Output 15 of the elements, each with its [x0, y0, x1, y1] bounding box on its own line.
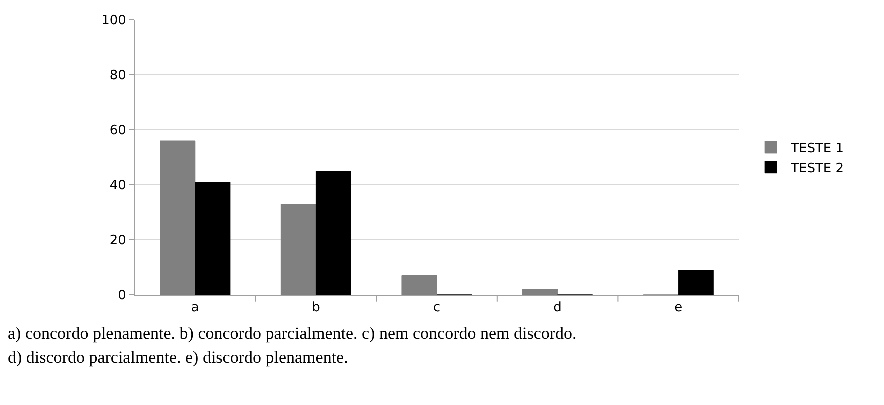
- text: d) discordo parcialmente. e) discordo plenamente.: [8, 347, 350, 369]
- legend-label: TESTE 1: [790, 142, 844, 157]
- y-tick-label: 40: [110, 178, 126, 194]
- x-tick-label: b: [312, 300, 320, 316]
- legend-label: TESTE 2: [790, 161, 844, 176]
- y-tick-label: 0: [118, 288, 126, 304]
- text: a) concordo plenamente. b) concordo parcialmente. c) nem concordo nem discordo.: [8, 323, 577, 345]
- x-tick-label: a: [191, 300, 200, 316]
- x-tick-label: c: [433, 300, 441, 316]
- y-tick-label: 100: [102, 14, 126, 29]
- x-tick-label: e: [674, 300, 683, 316]
- y-tick-label: 60: [110, 124, 126, 139]
- y-tick-label: 80: [110, 68, 126, 84]
- x-tick-label: d: [554, 300, 562, 316]
- y-tick-label: 20: [110, 234, 126, 249]
